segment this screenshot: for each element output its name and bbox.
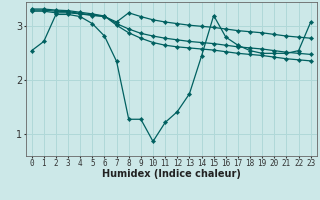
X-axis label: Humidex (Indice chaleur): Humidex (Indice chaleur) [102,169,241,179]
